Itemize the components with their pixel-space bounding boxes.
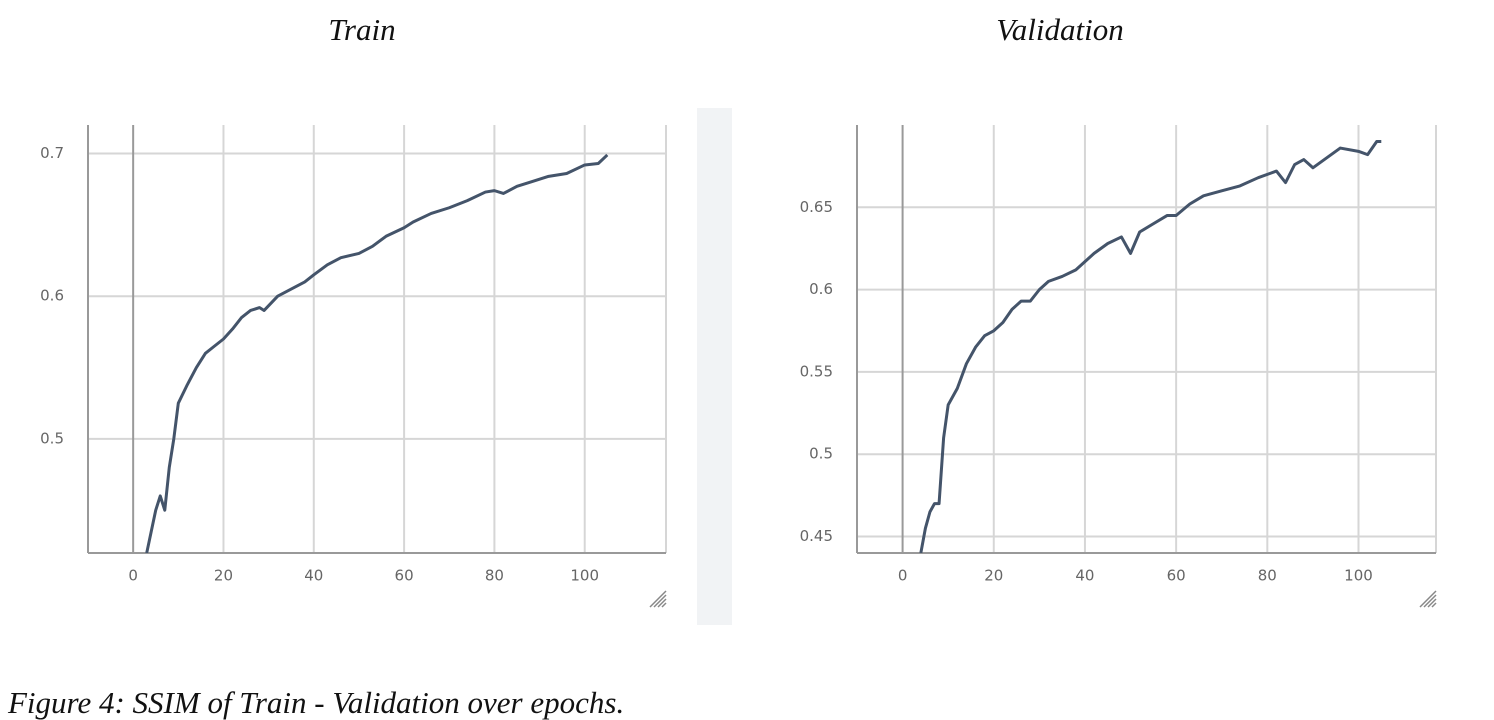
resize-handle: [657, 598, 667, 608]
x-tick-label: 100: [1344, 567, 1373, 585]
x-tick-label: 0: [128, 567, 138, 585]
resize-handle: [1423, 594, 1437, 608]
y-tick-label: 0.5: [40, 429, 64, 447]
resize-handle: [1431, 602, 1437, 608]
resize-handle: [1427, 598, 1437, 608]
x-tick-label: 40: [304, 567, 323, 585]
y-tick-label: 0.45: [800, 527, 833, 545]
y-tick-label: 0.6: [40, 287, 64, 305]
resize-handle: [661, 602, 667, 608]
x-tick-label: 40: [1075, 567, 1094, 585]
resize-handle: [1419, 590, 1437, 608]
line: [919, 139, 1382, 553]
y-tick-label: 0.7: [40, 144, 64, 162]
resize-handle: [649, 590, 667, 608]
separator: [697, 108, 732, 625]
y-tick-label: 0.55: [800, 362, 833, 380]
chart-title: Train: [328, 12, 395, 47]
y-tick-label: 0.65: [800, 198, 833, 216]
caption: Figure 4: SSIM of Train - Validation ove…: [7, 685, 624, 720]
plot: [145, 153, 609, 553]
x-tick-label: 60: [1167, 567, 1186, 585]
x-tick-label: 80: [1258, 567, 1277, 585]
y-tick-label: 0.5: [809, 445, 833, 463]
x-tick-label: 20: [214, 567, 233, 585]
chart-title: Validation: [996, 12, 1123, 47]
line: [145, 153, 609, 553]
resize-handle: [653, 594, 667, 608]
x-tick-label: 20: [984, 567, 1003, 585]
plot: [919, 139, 1382, 553]
x-tick-label: 60: [395, 567, 414, 585]
y-tick-label: 0.6: [809, 280, 833, 298]
x-tick-label: 80: [485, 567, 504, 585]
x-tick-label: 100: [570, 567, 599, 585]
x-tick-label: 0: [898, 567, 908, 585]
